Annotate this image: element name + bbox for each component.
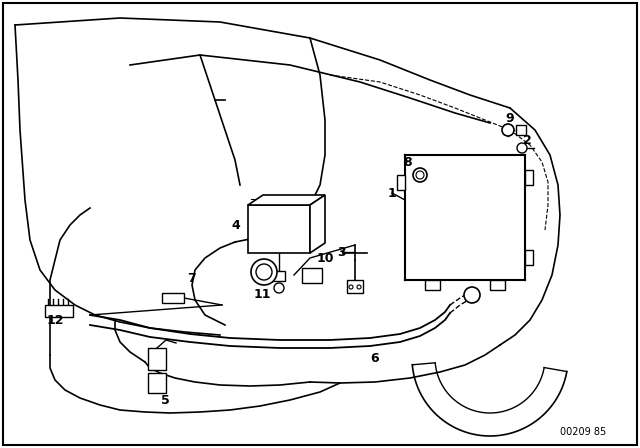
Text: 10: 10 (316, 251, 333, 264)
Circle shape (416, 171, 424, 179)
Text: 5: 5 (161, 393, 170, 406)
Circle shape (349, 285, 353, 289)
Polygon shape (148, 348, 166, 370)
Text: 12: 12 (46, 314, 64, 327)
Polygon shape (310, 195, 325, 253)
Polygon shape (347, 280, 363, 293)
Polygon shape (148, 373, 166, 393)
Text: 1: 1 (388, 186, 396, 199)
Circle shape (274, 283, 284, 293)
Polygon shape (525, 170, 533, 185)
Text: 11: 11 (253, 289, 271, 302)
Text: 8: 8 (404, 155, 412, 168)
Polygon shape (425, 280, 440, 290)
Polygon shape (162, 293, 184, 303)
Text: 7: 7 (188, 271, 196, 284)
Text: 00209 85: 00209 85 (560, 427, 606, 437)
Polygon shape (248, 205, 310, 253)
Polygon shape (302, 268, 322, 283)
Polygon shape (397, 175, 405, 190)
Text: 4: 4 (232, 219, 241, 232)
Circle shape (256, 264, 272, 280)
Circle shape (464, 287, 480, 303)
Polygon shape (45, 305, 73, 317)
Text: 2: 2 (523, 134, 531, 146)
Text: 6: 6 (371, 352, 380, 365)
Circle shape (413, 168, 427, 182)
Polygon shape (248, 195, 325, 205)
Text: 9: 9 (506, 112, 515, 125)
Circle shape (517, 143, 527, 153)
Polygon shape (525, 250, 533, 265)
Circle shape (251, 259, 277, 285)
Polygon shape (516, 125, 526, 135)
Polygon shape (490, 280, 505, 290)
Circle shape (502, 124, 514, 136)
Circle shape (357, 285, 361, 289)
Polygon shape (405, 155, 525, 280)
Text: 3: 3 (338, 246, 346, 258)
Polygon shape (273, 271, 285, 281)
